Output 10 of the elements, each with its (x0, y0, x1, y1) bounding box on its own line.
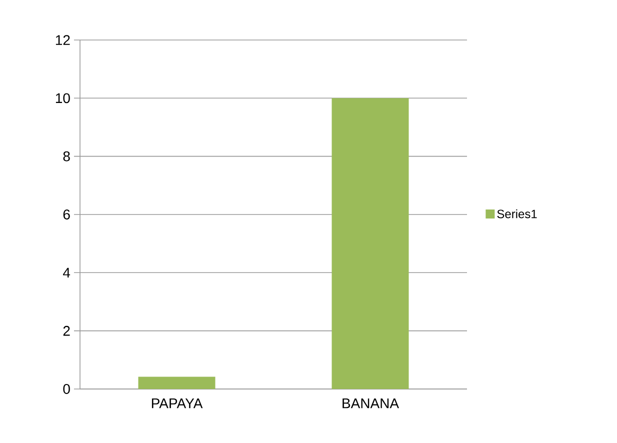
y-tick-label: 2 (63, 326, 70, 336)
x-tick-label: PAPAYA (152, 398, 203, 408)
y-tick-label: 8 (63, 151, 70, 162)
y-tick-label: 4 (63, 268, 70, 278)
legend-label: Series1 (497, 209, 537, 218)
y-tick-label: 12 (56, 35, 70, 45)
y-tick-label: 0 (63, 384, 70, 394)
y-tick-label: 6 (63, 210, 70, 220)
y-tick-label: 10 (56, 93, 70, 104)
x-tick-label: BANANA (342, 398, 400, 408)
